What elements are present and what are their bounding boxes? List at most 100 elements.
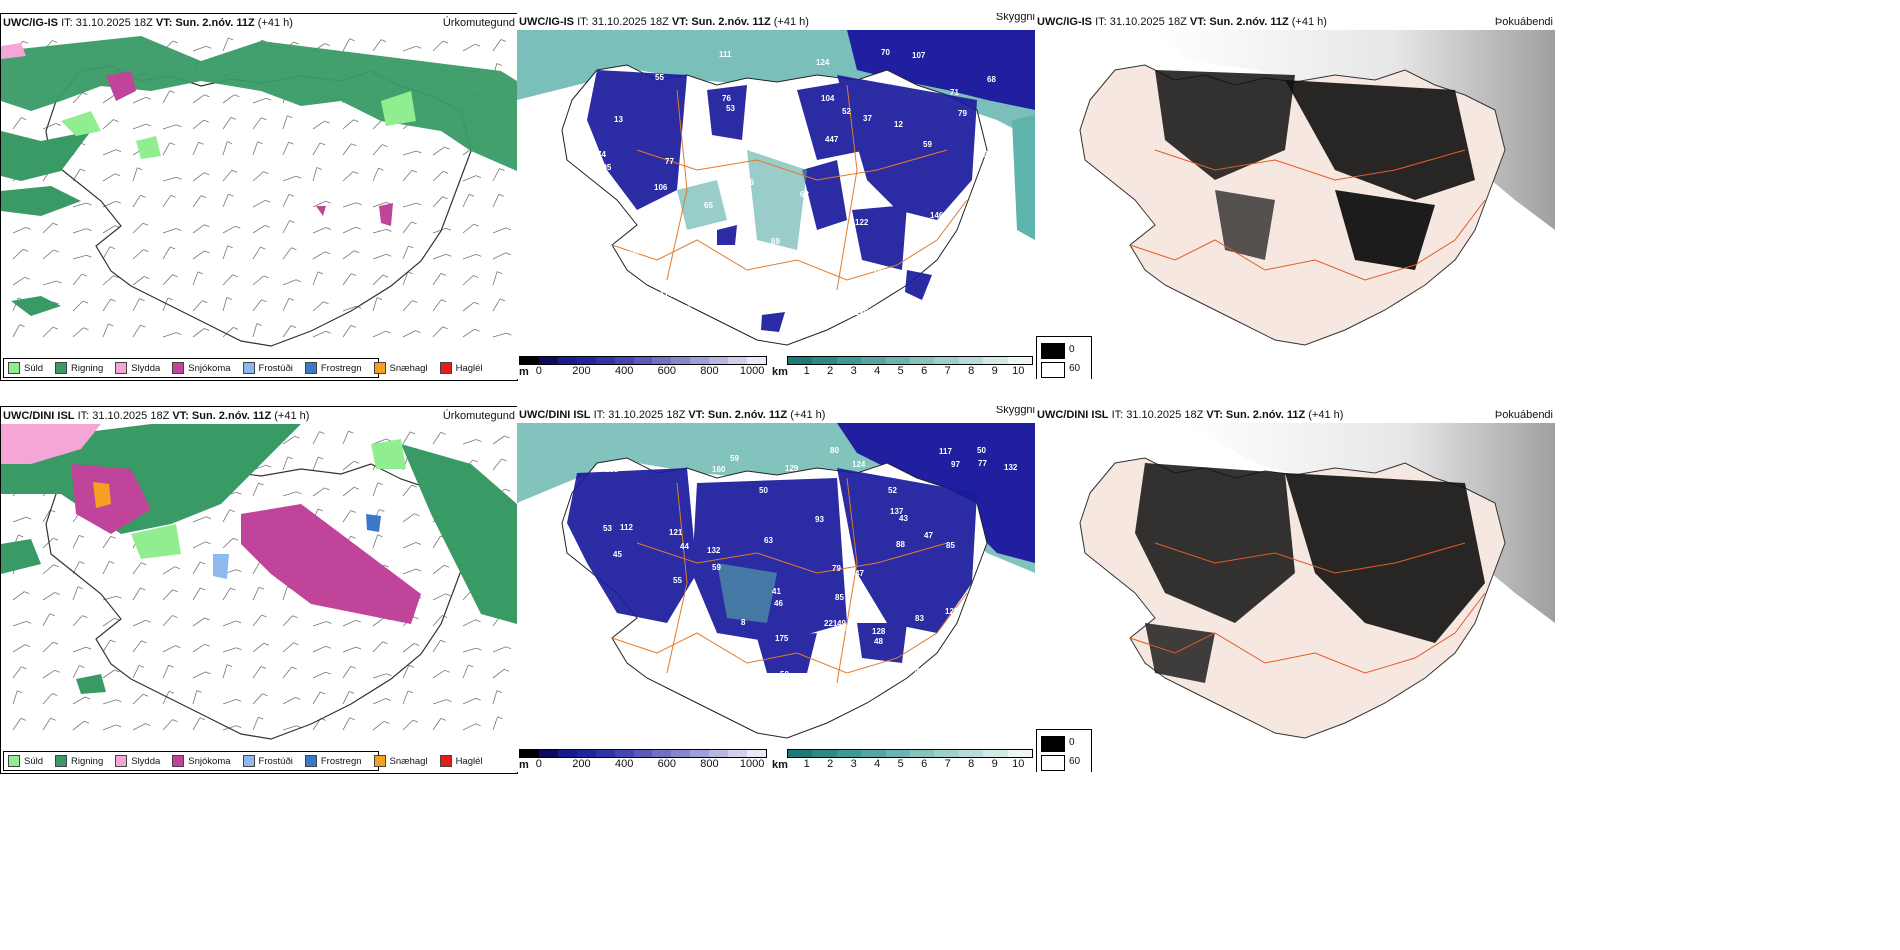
colorbar-cell (520, 750, 539, 757)
wind-barb (222, 170, 233, 182)
colorbar-cell (788, 357, 813, 364)
map-value-label: 53 (979, 150, 988, 159)
wind-barb-flag (140, 587, 146, 591)
map-value-label: 58 (987, 581, 996, 590)
wind-barb-flag (287, 115, 293, 119)
wind-barb (192, 671, 206, 679)
wind-barb-flag (440, 273, 447, 276)
wind-barb-flag (200, 587, 206, 591)
legend-swatch (439, 755, 452, 767)
wind-barb (372, 253, 387, 260)
wind-barb (132, 96, 146, 104)
wind-barb-flag (140, 194, 146, 198)
map-value-label: 59 (730, 454, 739, 463)
wind-barb-flag (55, 123, 62, 126)
legend-item: Snæhagl (373, 755, 428, 767)
map-value-label: 104 (821, 94, 835, 103)
wind-barb-flag (382, 641, 388, 645)
wind-barb-flag (172, 589, 178, 593)
wind-barb-flag (21, 117, 27, 120)
wind-barb (462, 43, 476, 52)
legend-swatch (8, 755, 20, 767)
wind-barb (462, 254, 477, 260)
wind-barb-flag (287, 456, 293, 460)
wind-barb (282, 642, 294, 653)
colorbar-cell (836, 750, 862, 757)
legend-item: Slydda (115, 362, 160, 374)
wind-barb-flag (26, 621, 32, 624)
wind-barb-flag (230, 587, 236, 591)
wind-barb-flag (380, 39, 387, 42)
wind-barb (492, 168, 500, 182)
wind-barb-flag (24, 591, 30, 594)
wind-barb-flag (499, 298, 506, 302)
map-value-label: 46 (745, 178, 754, 187)
precip-map (1, 36, 517, 347)
map-value-label: 121 (660, 227, 674, 236)
wind-barb (462, 723, 476, 731)
wind-barb-flag (475, 619, 481, 623)
wind-barb-flag (325, 227, 332, 230)
wind-barb (132, 562, 142, 575)
wind-barb (312, 487, 325, 497)
wind-barb-flag (442, 615, 448, 618)
wind-barb (312, 621, 327, 627)
map-value-label: 63 (764, 536, 773, 545)
wind-barb (462, 275, 474, 286)
colorbar-tick: 4 (874, 758, 881, 770)
wind-barb-flag (500, 39, 507, 42)
wind-barb-flag (145, 619, 151, 623)
wind-barb-flag (323, 301, 329, 305)
legend-swatch (242, 755, 255, 767)
wind-barb (372, 229, 387, 234)
map-value-label: 65 (704, 201, 713, 210)
wind-barb (252, 693, 263, 705)
wind-barb (462, 439, 477, 445)
colorbar-cell (788, 750, 813, 757)
wind-barb-flag (350, 273, 357, 276)
map-value-label: 117 (939, 447, 952, 456)
wind-barb-flag (108, 323, 114, 327)
wind-barb (492, 332, 507, 338)
wind-barb (192, 45, 207, 52)
map-value-label: 59 (712, 563, 721, 572)
wind-barb (252, 614, 262, 627)
wind-barb (432, 146, 445, 156)
legend-swatch (55, 755, 68, 767)
wind-barb-flag (505, 646, 512, 650)
wind-barb (342, 460, 355, 471)
wind-barb-flag (21, 666, 27, 670)
wind-barb-flag (257, 141, 263, 145)
wind-barb-flag (290, 325, 297, 328)
wind-barb-flag (196, 690, 202, 693)
wind-barb-flag (176, 176, 182, 180)
map-value-label: 46 (774, 599, 783, 608)
wind-barb (372, 698, 387, 705)
wind-barb (282, 194, 290, 208)
colorbar-cell (557, 357, 577, 364)
wind-barb (372, 673, 387, 679)
wind-barb (102, 639, 111, 653)
wind-barb-flag (295, 175, 302, 179)
wind-barb-flag (236, 725, 242, 728)
wind-barb (282, 115, 288, 130)
wind-barb (492, 716, 498, 731)
map-value-label: 470 (966, 275, 980, 284)
wind-barb (162, 246, 171, 260)
wind-barb-flag (415, 330, 421, 333)
wind-barb-flag (497, 716, 503, 720)
map-value-label: 68 (987, 75, 996, 84)
visibility-map: 90 160 213 121 47 76 58 59 46 55 45 53 41 49 88 117 45 97… (517, 423, 1035, 743)
wind-barb-flag (413, 616, 419, 620)
map-value-label: 85 (835, 593, 844, 602)
wind-barb-flag (324, 120, 330, 124)
wind-barb (312, 142, 321, 156)
wind-barb (402, 484, 413, 497)
wind-barb-flag (167, 297, 173, 301)
wind-barb-flag (355, 226, 361, 230)
map-value-label: 37 (863, 114, 872, 123)
map-value-label: 97 (951, 460, 960, 469)
wind-barb (432, 593, 446, 601)
wind-barb (492, 435, 505, 445)
colorbar-cell (614, 750, 634, 757)
